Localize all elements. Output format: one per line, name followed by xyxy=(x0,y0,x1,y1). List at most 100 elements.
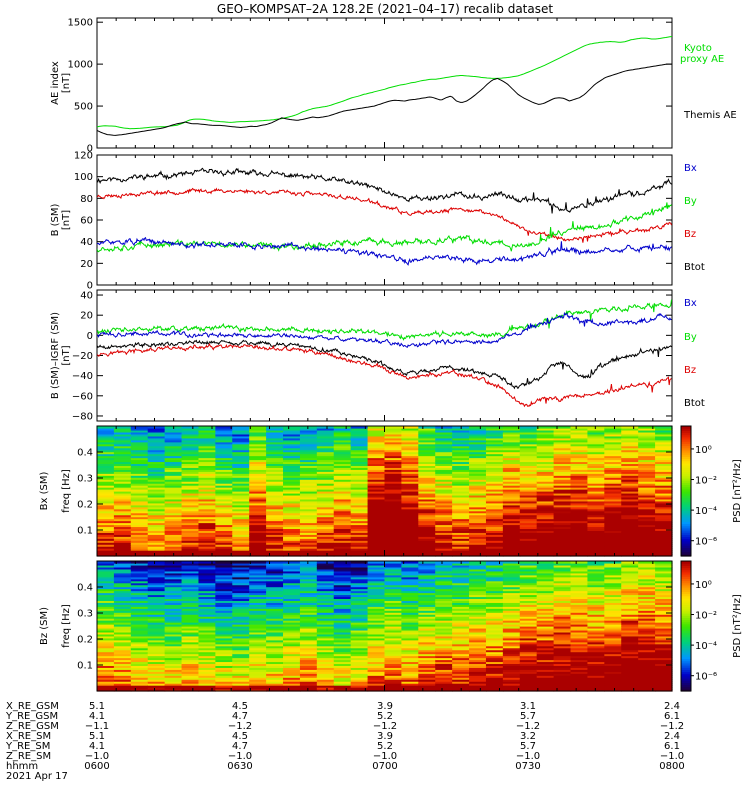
heatmap-cell xyxy=(147,449,166,453)
heatmap-cell xyxy=(113,616,132,619)
heatmap-cell xyxy=(452,520,470,524)
heatmap-cell xyxy=(452,530,470,533)
heatmap-cell xyxy=(638,602,656,605)
heatmap-cell xyxy=(299,538,318,541)
heatmap-cell xyxy=(181,637,200,641)
heatmap-cell xyxy=(97,532,115,535)
heatmap-cell xyxy=(418,687,436,690)
heatmap-cell xyxy=(519,532,538,535)
heatmap-cell xyxy=(401,510,419,514)
heatmap-cell xyxy=(113,681,132,684)
heatmap-cell xyxy=(215,479,233,482)
heatmap-cell xyxy=(215,469,233,472)
heatmap-cell xyxy=(469,669,487,672)
heatmap-cell xyxy=(181,578,200,582)
heatmap-cell xyxy=(283,659,301,663)
heatmap-cell xyxy=(232,449,250,453)
heatmap-cell xyxy=(384,685,403,688)
heatmap-cell xyxy=(502,483,521,486)
heatmap-cell xyxy=(485,614,504,617)
heatmap-cell xyxy=(299,637,318,641)
heatmap-cell xyxy=(485,550,504,553)
heatmap-cell xyxy=(435,512,453,516)
heatmap-cell xyxy=(350,508,369,512)
heatmap-cell xyxy=(502,445,521,449)
heatmap-cell xyxy=(553,491,572,494)
heatmap-cell xyxy=(299,496,318,500)
heatmap-cell xyxy=(502,596,521,600)
heatmap-cell xyxy=(130,546,149,549)
heatmap-cell xyxy=(333,681,352,684)
heatmap-cell xyxy=(604,561,622,564)
heatmap-cell xyxy=(655,649,673,653)
heatmap-cell xyxy=(401,598,419,601)
heatmap-cell xyxy=(587,502,605,506)
heatmap-cell xyxy=(655,679,673,682)
heatmap-cell xyxy=(604,594,622,598)
heatmap-cell xyxy=(232,542,250,545)
heatmap-cell xyxy=(587,604,605,607)
heatmap-cell xyxy=(638,564,656,568)
heatmap-cell xyxy=(130,449,149,453)
heatmap-cell xyxy=(452,542,470,545)
heatmap-cell xyxy=(553,526,572,530)
heatmap-cell xyxy=(418,445,436,449)
heatmap-cell xyxy=(215,600,233,603)
heatmap-cell xyxy=(536,588,555,592)
heatmap-cell xyxy=(350,582,369,586)
heatmap-cell xyxy=(147,548,166,551)
heatmap-cell xyxy=(536,550,555,553)
heatmap-cell xyxy=(198,562,216,566)
heatmap-cell xyxy=(299,578,318,582)
heatmap-cell xyxy=(333,651,352,655)
heatmap-cell xyxy=(384,465,403,468)
heatmap-cell xyxy=(181,481,200,484)
heatmap-cell xyxy=(350,588,369,592)
heatmap-cell xyxy=(485,471,504,474)
heatmap-cell xyxy=(655,655,673,659)
heatmap-cell xyxy=(401,570,419,574)
heatmap-cell xyxy=(232,429,250,433)
heatmap-cell xyxy=(350,562,369,566)
heatmap-cell xyxy=(130,550,149,553)
heatmap-cell xyxy=(553,588,572,592)
heatmap-cell xyxy=(299,592,318,596)
heatmap-cell xyxy=(283,620,301,623)
heatmap-cell xyxy=(299,667,318,670)
heatmap-cell xyxy=(401,649,419,653)
heatmap-cell xyxy=(638,431,656,435)
heatmap-cell xyxy=(418,631,436,635)
heatmap-cell xyxy=(333,588,352,592)
heatmap-cell xyxy=(367,675,386,678)
heatmap-cell xyxy=(147,439,166,443)
heatmap-cell xyxy=(570,661,589,665)
heatmap-cell xyxy=(553,622,572,625)
heatmap-cell xyxy=(130,564,149,568)
heatmap-cell xyxy=(384,651,403,655)
heatmap-cell xyxy=(283,506,301,510)
heatmap-cell xyxy=(502,435,521,439)
heatmap-cell xyxy=(638,592,656,596)
heatmap-cell xyxy=(299,681,318,684)
heatmap-cell xyxy=(604,491,622,494)
heatmap-cell xyxy=(570,512,589,516)
heatmap-cell xyxy=(435,526,453,530)
heatmap-cell xyxy=(621,592,639,596)
heatmap-cell xyxy=(266,631,284,635)
heatmap-cell xyxy=(587,516,605,520)
heatmap-cell xyxy=(181,687,200,690)
heatmap-cell xyxy=(316,492,335,496)
heatmap-cell xyxy=(418,510,436,514)
heatmap-cell xyxy=(587,427,605,431)
heatmap-cell xyxy=(604,645,622,649)
heatmap-cell xyxy=(316,645,335,649)
heatmap-cell xyxy=(502,471,521,474)
heatmap-cell xyxy=(350,657,369,661)
heatmap-cell xyxy=(452,683,470,686)
heatmap-cell xyxy=(164,643,183,647)
heatmap-cell xyxy=(113,491,132,494)
heatmap-cell xyxy=(147,426,166,429)
heatmap-cell xyxy=(621,602,639,605)
heatmap-cell xyxy=(316,633,335,637)
heatmap-cell xyxy=(570,578,589,582)
